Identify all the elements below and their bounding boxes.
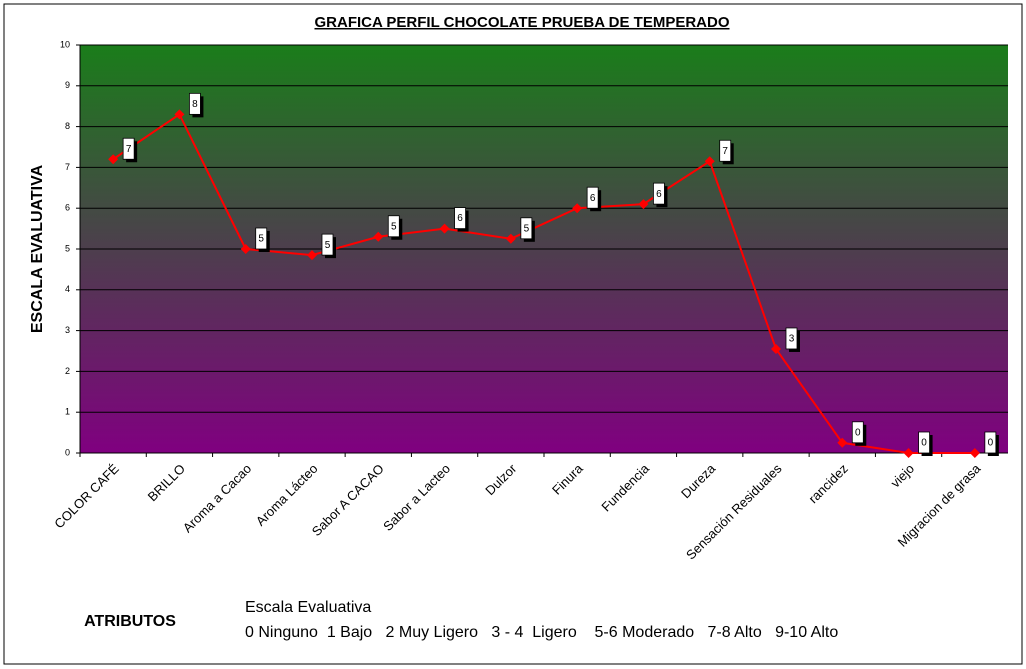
y-axis-label: ESCALA EVALUATIVA	[29, 164, 46, 333]
y-tick-label: 3	[65, 325, 70, 335]
point-marker	[373, 231, 384, 242]
label-box	[454, 207, 466, 230]
point-marker	[771, 343, 781, 354]
y-tick-label: 9	[65, 80, 70, 90]
label-box	[586, 186, 599, 209]
point-marker	[572, 203, 583, 214]
point-marker	[704, 156, 715, 167]
label-box	[387, 215, 400, 238]
data-label: 7	[126, 144, 132, 155]
y-tick-label: 5	[65, 243, 70, 253]
y-tick-label: 1	[65, 407, 70, 417]
data-label: 6	[656, 189, 662, 200]
data-label: 6	[590, 193, 596, 204]
y-tick-label: 8	[65, 121, 70, 131]
point-marker	[638, 199, 649, 210]
y-tick-label: 0	[65, 447, 70, 457]
y-tick-label: 10	[60, 39, 70, 49]
y-tick-label: 7	[65, 162, 70, 172]
label-box	[520, 217, 533, 240]
label-box	[321, 233, 334, 256]
series-line	[112, 112, 975, 454]
note-title: Escala Evaluativa	[245, 599, 371, 616]
data-label: 0	[855, 427, 861, 438]
data-label: 0	[921, 438, 927, 449]
point-marker	[837, 437, 848, 448]
y-tick-label: 4	[65, 284, 70, 294]
x-axis-label: ATRIBUTOS	[84, 613, 176, 630]
label-box	[719, 139, 732, 162]
data-label: 5	[325, 240, 331, 251]
label-box	[984, 431, 997, 454]
point-marker	[174, 109, 185, 120]
data-label: 5	[258, 234, 264, 245]
data-label: 7	[722, 146, 728, 157]
chart-title: GRAFICA PERFIL CHOCOLATE PRUEBA DE TEMPE…	[314, 14, 729, 31]
data-label: 6	[457, 213, 463, 224]
label-box	[785, 327, 798, 350]
label-box	[255, 227, 268, 250]
label-box	[189, 92, 201, 115]
note-text: 0 Ninguno 1 Bajo 2 Muy Ligero 3 - 4 Lige…	[245, 624, 838, 641]
label-box	[653, 182, 665, 205]
point-marker	[307, 250, 317, 261]
point-marker	[240, 244, 251, 254]
point-marker	[439, 223, 450, 234]
point-marker	[505, 233, 516, 244]
y-tick-label: 2	[65, 366, 70, 376]
label-box	[122, 137, 135, 160]
point-marker	[969, 448, 980, 458]
data-label: 0	[988, 438, 994, 449]
label-box	[918, 431, 930, 454]
data-label: 5	[524, 223, 530, 234]
y-tick-label: 6	[65, 203, 70, 213]
data-label: 8	[192, 99, 198, 110]
point-marker	[108, 154, 119, 165]
data-label: 3	[789, 334, 795, 345]
label-box	[851, 421, 864, 444]
data-label: 5	[391, 221, 397, 232]
point-marker	[903, 448, 914, 458]
